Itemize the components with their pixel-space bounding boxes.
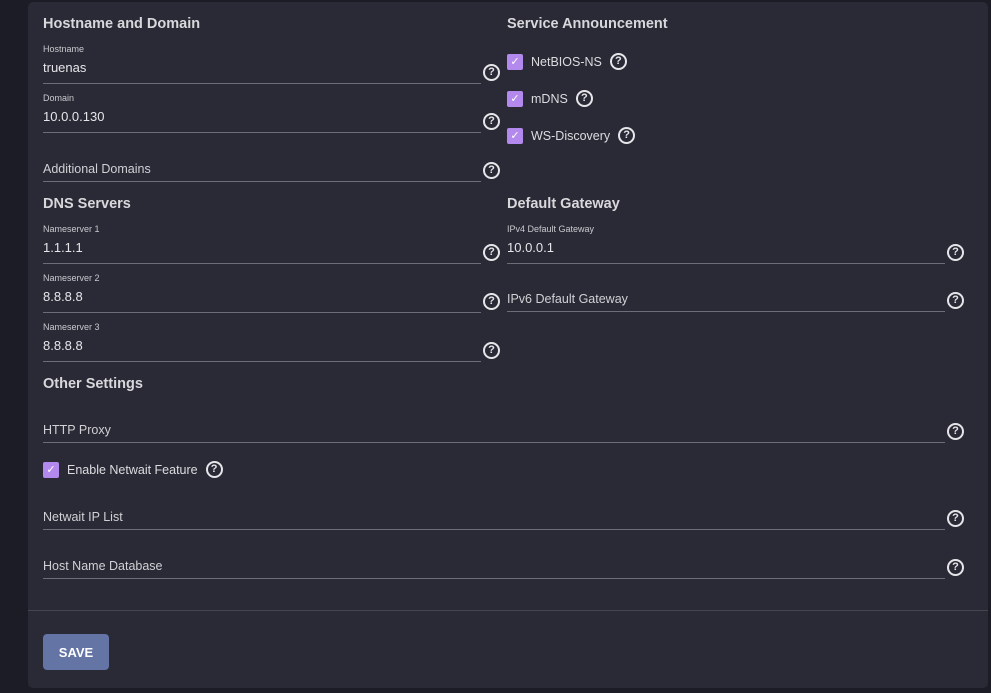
- help-icon[interactable]: ?: [483, 293, 500, 310]
- section-dns-servers: DNS Servers: [43, 196, 131, 212]
- netwait-ip-list-placeholder: Netwait IP List: [43, 510, 123, 524]
- help-icon[interactable]: ?: [575, 90, 593, 107]
- netwait-checkbox[interactable]: ✓ Enable Netwait Feature?: [43, 461, 223, 478]
- check-icon[interactable]: ✓: [507, 53, 523, 70]
- mdns-checkbox[interactable]: ✓ mDNS?: [507, 90, 593, 107]
- ipv4-gateway-value[interactable]: 10.0.0.1: [507, 240, 554, 255]
- host-name-database-field[interactable]: Host Name Database: [43, 539, 945, 579]
- help-icon[interactable]: ?: [609, 53, 627, 70]
- domain-value[interactable]: 10.0.0.130: [43, 109, 105, 124]
- hostname-field[interactable]: Hostname truenas: [43, 44, 481, 84]
- netbios-label: NetBIOS-NS: [531, 54, 602, 69]
- ws-discovery-label: WS-Discovery: [531, 128, 611, 143]
- hostname-value[interactable]: truenas: [43, 60, 87, 75]
- additional-domains-field[interactable]: Additional Domains: [43, 142, 481, 182]
- check-icon[interactable]: ✓: [507, 90, 523, 107]
- nameserver2-label: Nameserver 2: [43, 273, 100, 283]
- ipv4-gateway-field[interactable]: IPv4 Default Gateway 10.0.0.1: [507, 224, 945, 264]
- host-name-database-placeholder: Host Name Database: [43, 559, 163, 573]
- section-other-settings: Other Settings: [43, 376, 143, 392]
- help-icon[interactable]: ?: [947, 423, 964, 440]
- netbios-checkbox[interactable]: ✓ NetBIOS-NS?: [507, 53, 627, 70]
- nameserver2-field[interactable]: Nameserver 2 8.8.8.8: [43, 273, 481, 313]
- section-service-announcement: Service Announcement: [507, 16, 668, 32]
- domain-label: Domain: [43, 93, 75, 103]
- help-icon[interactable]: ?: [483, 64, 500, 81]
- help-icon[interactable]: ?: [618, 127, 636, 144]
- http-proxy-placeholder: HTTP Proxy: [43, 423, 111, 437]
- ipv6-gateway-placeholder: IPv6 Default Gateway: [507, 292, 628, 306]
- nameserver2-value[interactable]: 8.8.8.8: [43, 289, 83, 304]
- check-icon[interactable]: ✓: [43, 461, 59, 478]
- nameserver3-field[interactable]: Nameserver 3 8.8.8.8: [43, 322, 481, 362]
- domain-field[interactable]: Domain 10.0.0.130: [43, 93, 481, 133]
- section-hostname-domain: Hostname and Domain: [43, 16, 201, 32]
- help-icon[interactable]: ?: [483, 244, 500, 261]
- mdns-label: mDNS: [531, 91, 568, 106]
- ws-discovery-checkbox[interactable]: ✓ WS-Discovery?: [507, 127, 636, 144]
- nameserver1-label: Nameserver 1: [43, 224, 100, 234]
- nameserver1-value[interactable]: 1.1.1.1: [43, 240, 83, 255]
- ipv4-gateway-label: IPv4 Default Gateway: [507, 224, 595, 234]
- help-icon[interactable]: ?: [947, 510, 964, 527]
- hostname-label: Hostname: [43, 44, 85, 54]
- help-icon[interactable]: ?: [205, 461, 223, 478]
- nameserver3-value[interactable]: 8.8.8.8: [43, 338, 83, 353]
- check-icon[interactable]: ✓: [507, 127, 523, 144]
- ipv6-gateway-field[interactable]: IPv6 Default Gateway: [507, 272, 945, 312]
- help-icon[interactable]: ?: [947, 244, 964, 261]
- netwait-label: Enable Netwait Feature: [67, 462, 198, 477]
- nameserver3-label: Nameserver 3: [43, 322, 100, 332]
- network-settings-card: [28, 2, 988, 688]
- help-icon[interactable]: ?: [483, 342, 500, 359]
- divider: [28, 610, 988, 611]
- help-icon[interactable]: ?: [483, 113, 500, 130]
- save-button[interactable]: SAVE: [43, 634, 109, 670]
- additional-domains-placeholder: Additional Domains: [43, 162, 151, 176]
- help-icon[interactable]: ?: [947, 559, 964, 576]
- section-default-gateway: Default Gateway: [507, 196, 620, 212]
- help-icon[interactable]: ?: [947, 292, 964, 309]
- http-proxy-field[interactable]: HTTP Proxy: [43, 403, 945, 443]
- help-icon[interactable]: ?: [483, 162, 500, 179]
- nameserver1-field[interactable]: Nameserver 1 1.1.1.1: [43, 224, 481, 264]
- netwait-ip-list-field[interactable]: Netwait IP List: [43, 490, 945, 530]
